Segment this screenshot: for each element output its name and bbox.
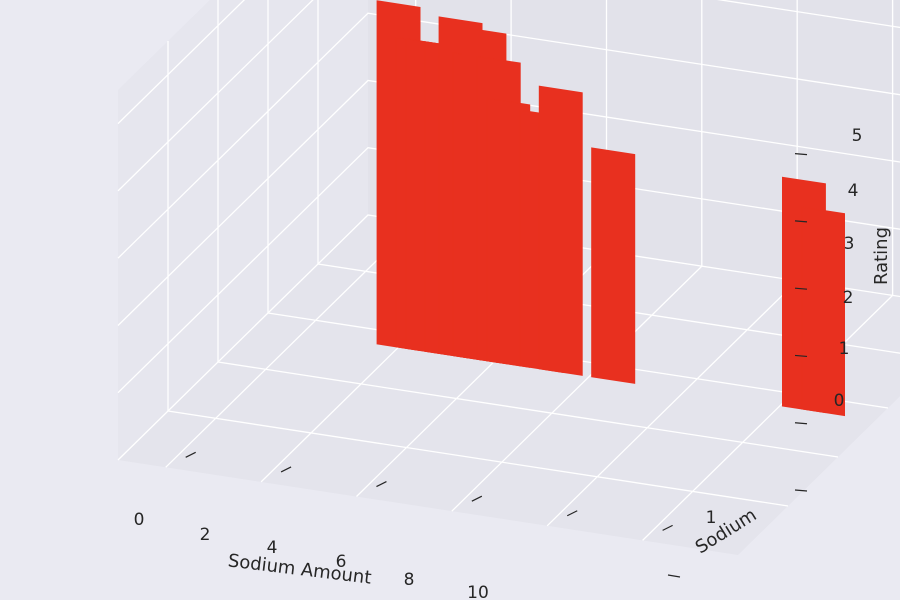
z-tick-label-4: 4: [848, 181, 859, 201]
z-gridline-4: [117, 0, 900, 192]
z-gridline-5: [117, 0, 246, 125]
z-tick-5: [794, 153, 808, 156]
z-tick-label-0: 0: [834, 391, 845, 411]
x-axis-label: Sodium Amount: [227, 550, 373, 588]
x-tick-5: [662, 524, 673, 531]
z-tick-3: [794, 287, 808, 290]
x-tick-label-8: 8: [404, 570, 415, 590]
x-tick-label-2: 2: [200, 525, 211, 545]
x-tick-1: [280, 466, 292, 473]
bar-8: [486, 97, 531, 368]
depth-gridline-0: [167, 410, 789, 507]
y-tick-0: [667, 574, 681, 578]
y-tick-label-1: 1: [706, 508, 717, 528]
x-tick-2: [376, 481, 387, 488]
bar-10: [538, 85, 583, 376]
x-tick-label-4: 4: [267, 538, 278, 558]
depth-gridline-1: [217, 361, 839, 458]
z-tick-2: [794, 354, 808, 358]
x-tick-label-6: 6: [336, 552, 347, 572]
floor-pane: [118, 215, 900, 555]
bar-13: [801, 206, 845, 417]
z-tick-label-3: 3: [844, 234, 855, 254]
x-tick-label-0: 0: [134, 510, 145, 530]
z-tick-label-1: 1: [839, 339, 850, 359]
bar-11: [591, 147, 636, 384]
x-tick-4: [566, 510, 578, 517]
z-tick-0: [794, 489, 808, 492]
z-tick-label-5: 5: [852, 126, 863, 146]
x-tick-label-10: 10: [467, 583, 489, 600]
side-pane: [118, 0, 368, 460]
z-tick-1: [794, 422, 808, 425]
z-gridline-3: [117, 12, 900, 259]
z-gridline-1: [117, 147, 900, 394]
tick-marks: [185, 153, 808, 578]
z-tick-4: [794, 220, 808, 223]
z-tick-label-2: 2: [843, 288, 854, 308]
bars: [376, 0, 845, 417]
z-axis-label: Rating: [871, 227, 892, 285]
z-gridline-2: [117, 79, 900, 326]
z-gridline-0: [117, 214, 900, 461]
x-tick-0: [185, 451, 196, 458]
x-tick-3: [471, 495, 483, 502]
